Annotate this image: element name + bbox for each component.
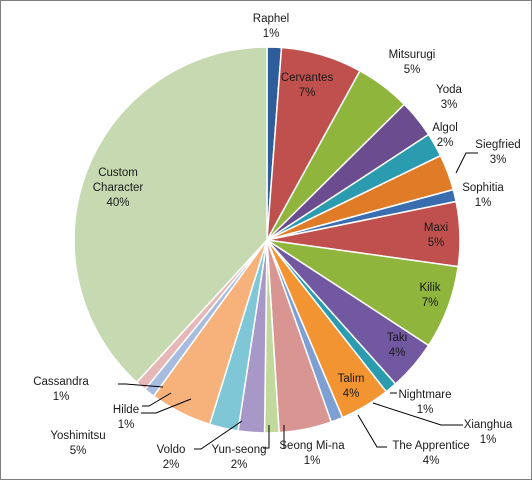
slice-label-cassandra: Cassandra 1%	[33, 376, 89, 403]
slice-label-talim: Talim 4%	[338, 373, 365, 400]
slice-label-taki: Taki 4%	[387, 332, 407, 359]
slice-label-algol: Algol 2%	[432, 122, 458, 149]
slice-label-xianghua: Xianghua 1%	[464, 419, 513, 446]
slice-label-hilde: Hilde 1%	[113, 404, 139, 431]
slice-label-yoda: Yoda 3%	[436, 84, 462, 111]
slice-label-yoshimitsu: Yoshimitsu 5%	[50, 430, 105, 457]
slice-label-seong-mi-na: Seong Mi-na 1%	[279, 440, 345, 467]
leader-line-hilde	[142, 392, 172, 407]
slice-label-siegfried: Siegfried 3%	[475, 139, 520, 166]
slice-label-custom-character: Custom Character 40%	[93, 167, 144, 209]
leader-line-yoshimitsu	[141, 398, 192, 414]
slice-label-sophitia: Sophitia 1%	[462, 182, 504, 209]
slice-label-mitsurugi: Mitsurugi 5%	[389, 49, 436, 76]
slice-label-nightmare: Nightmare 1%	[398, 389, 451, 416]
slice-label-voldo: Voldo 2%	[157, 444, 186, 471]
slice-label-kilik: Kilik 7%	[419, 282, 440, 309]
slice-label-cervantes: Cervantes 7%	[281, 72, 334, 99]
slice-label-maxi: Maxi 5%	[424, 222, 448, 249]
slice-label-the-apprentice: The Apprentice 4%	[392, 440, 469, 467]
leader-line-yun-seong	[263, 425, 270, 449]
pie-slice-custom-character	[73, 46, 268, 384]
leader-line-xianghua	[372, 402, 463, 426]
leader-line-voldo	[194, 420, 243, 450]
leader-line-the-apprentice	[357, 414, 387, 448]
leader-line-cassandra	[118, 383, 164, 388]
leader-line-siegfried	[455, 152, 478, 174]
slice-label-yun-seong: Yun-seong 2%	[212, 444, 267, 471]
slice-label-raphel: Raphel 1%	[253, 13, 289, 40]
